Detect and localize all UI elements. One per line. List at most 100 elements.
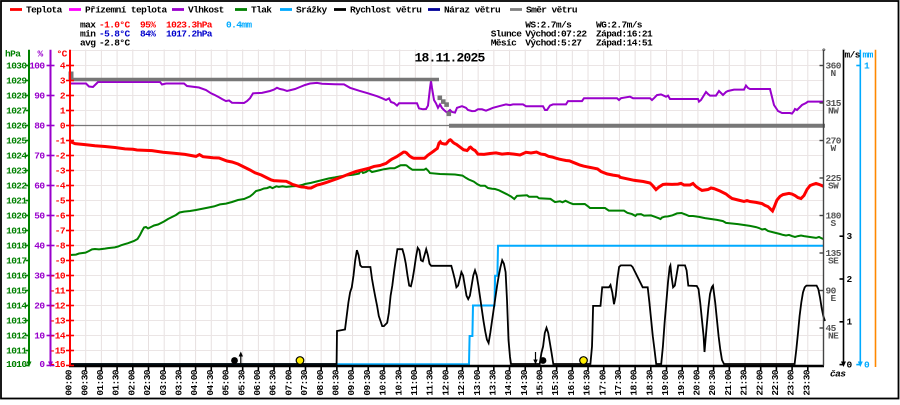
- svg-text:2: 2: [847, 274, 853, 285]
- svg-text:S: S: [831, 218, 837, 229]
- svg-text:02:30: 02:30: [142, 369, 153, 395]
- svg-text:%: %: [38, 49, 44, 60]
- svg-text:09:00: 09:00: [346, 369, 357, 395]
- svg-text:Měsíc: Měsíc: [491, 38, 517, 49]
- svg-text:13:00: 13:00: [472, 369, 483, 395]
- svg-text:-15: -15: [50, 346, 66, 357]
- svg-text:225: 225: [826, 173, 842, 184]
- svg-text:-16: -16: [50, 359, 66, 370]
- svg-text:23:30: 23:30: [801, 369, 812, 395]
- svg-text:06:00: 06:00: [252, 369, 263, 395]
- svg-text:90: 90: [826, 285, 837, 296]
- svg-text:4: 4: [60, 61, 66, 72]
- svg-text:12:30: 12:30: [456, 369, 467, 395]
- svg-text:1029: 1029: [6, 76, 27, 87]
- svg-text:mm: mm: [863, 50, 874, 61]
- svg-text:17:30: 17:30: [613, 369, 624, 395]
- svg-text:01:00: 01:00: [95, 369, 106, 395]
- svg-text:04:00: 04:00: [189, 369, 200, 395]
- svg-text:Vlhkost: Vlhkost: [188, 5, 224, 16]
- svg-text:čas: čas: [830, 369, 846, 380]
- svg-text:-3: -3: [55, 166, 66, 177]
- svg-text:20: 20: [34, 301, 45, 312]
- svg-text:Západ:14:51: Západ:14:51: [596, 38, 653, 49]
- svg-text:1018: 1018: [6, 241, 27, 252]
- svg-text:08:30: 08:30: [330, 369, 341, 395]
- svg-text:Směr větru: Směr větru: [526, 5, 578, 16]
- svg-text:Srážky: Srážky: [296, 5, 328, 16]
- svg-text:07:30: 07:30: [299, 369, 310, 395]
- svg-text:1017: 1017: [6, 256, 27, 267]
- svg-text:00:30: 00:30: [79, 369, 90, 395]
- svg-text:05:00: 05:00: [221, 369, 232, 395]
- svg-text:°C: °C: [57, 49, 68, 60]
- svg-text:50: 50: [34, 211, 45, 222]
- svg-text:1: 1: [864, 60, 870, 71]
- svg-text:14:30: 14:30: [519, 369, 530, 395]
- svg-text:1016: 1016: [6, 271, 27, 282]
- svg-text:max: max: [80, 19, 96, 30]
- svg-text:WS:2.7m/s: WS:2.7m/s: [525, 19, 572, 30]
- svg-text:-11: -11: [50, 286, 66, 297]
- svg-text:20:00: 20:00: [692, 369, 703, 395]
- svg-text:10:30: 10:30: [393, 369, 404, 395]
- svg-text:hPa: hPa: [5, 49, 21, 60]
- svg-text:-10: -10: [50, 271, 66, 282]
- svg-text:11:30: 11:30: [425, 369, 436, 395]
- svg-text:80: 80: [34, 121, 45, 132]
- svg-text:NE: NE: [828, 330, 839, 341]
- svg-text:19:00: 19:00: [660, 369, 671, 395]
- svg-text:°: °: [821, 47, 826, 58]
- svg-text:1022: 1022: [6, 181, 27, 192]
- svg-text:-1: -1: [55, 136, 66, 147]
- svg-text:19:30: 19:30: [676, 369, 687, 395]
- svg-text:1: 1: [60, 106, 66, 117]
- svg-text:-12: -12: [50, 301, 66, 312]
- svg-text:22:00: 22:00: [754, 369, 765, 395]
- svg-text:E: E: [831, 293, 837, 304]
- svg-text:18.11.2025: 18.11.2025: [414, 51, 485, 66]
- svg-text:20:30: 20:30: [707, 369, 718, 395]
- svg-text:315: 315: [826, 98, 842, 109]
- svg-text:1026: 1026: [6, 121, 27, 132]
- svg-text:-5: -5: [55, 196, 66, 207]
- svg-text:1011: 1011: [6, 346, 27, 357]
- svg-text:3: 3: [60, 76, 66, 87]
- svg-text:Rychlost větru: Rychlost větru: [350, 5, 422, 16]
- svg-text:90: 90: [34, 91, 45, 102]
- svg-text:1027: 1027: [6, 106, 27, 117]
- svg-text:00:00: 00:00: [64, 369, 75, 395]
- svg-text:07:00: 07:00: [283, 369, 294, 395]
- svg-text:-14: -14: [50, 331, 66, 342]
- svg-text:-2.8°C: -2.8°C: [99, 38, 131, 49]
- svg-text:70: 70: [34, 151, 45, 162]
- svg-text:16:30: 16:30: [582, 369, 593, 395]
- svg-text:SE: SE: [828, 255, 839, 266]
- svg-text:1024: 1024: [6, 151, 27, 162]
- svg-text:-7: -7: [55, 226, 66, 237]
- svg-text:min: min: [80, 28, 96, 39]
- svg-text:01:30: 01:30: [111, 369, 122, 395]
- svg-text:N: N: [831, 68, 837, 79]
- svg-text:1010: 1010: [6, 359, 27, 370]
- svg-text:-2: -2: [55, 151, 66, 162]
- svg-text:1014: 1014: [6, 301, 27, 312]
- svg-text:09:30: 09:30: [362, 369, 373, 395]
- svg-text:SW: SW: [828, 180, 839, 191]
- svg-text:12:00: 12:00: [440, 369, 451, 395]
- svg-text:15:00: 15:00: [535, 369, 546, 395]
- svg-text:1021: 1021: [6, 196, 27, 207]
- svg-text:1025: 1025: [6, 136, 27, 147]
- svg-text:Teplota: Teplota: [26, 5, 63, 16]
- svg-text:-4: -4: [55, 181, 66, 192]
- svg-text:10: 10: [34, 331, 45, 342]
- svg-text:95%: 95%: [140, 19, 156, 30]
- svg-text:18:00: 18:00: [629, 369, 640, 395]
- svg-text:NW: NW: [828, 105, 839, 116]
- svg-text:11:00: 11:00: [409, 369, 420, 395]
- svg-text:10:00: 10:00: [378, 369, 389, 395]
- svg-text:04:30: 04:30: [205, 369, 216, 395]
- svg-text:100: 100: [29, 61, 45, 72]
- svg-text:0.4mm: 0.4mm: [226, 19, 252, 30]
- svg-text:03:00: 03:00: [158, 369, 169, 395]
